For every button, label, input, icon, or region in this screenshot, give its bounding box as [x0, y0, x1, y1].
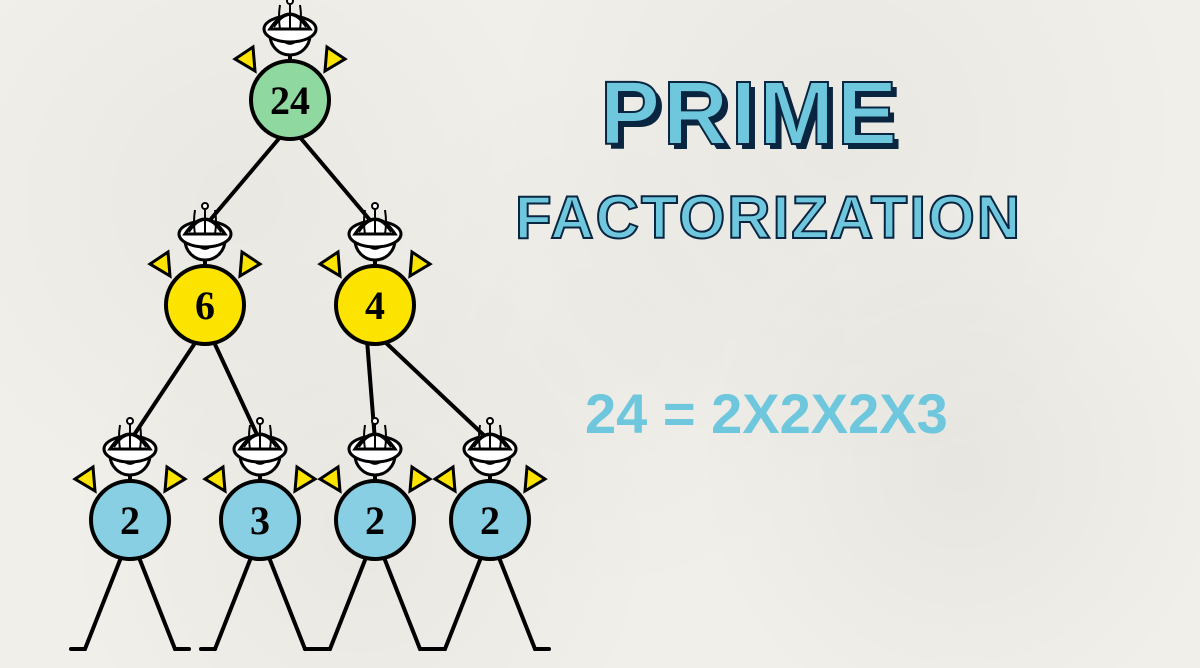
figure-label: 24 [270, 78, 310, 123]
figure-label: 6 [195, 283, 215, 328]
figure-n3: 3 [201, 418, 319, 649]
figure-label: 2 [365, 498, 385, 543]
figure-n2c: 2 [431, 418, 549, 649]
figure-label: 2 [480, 498, 500, 543]
figure-n2b: 2 [316, 418, 434, 649]
figure-n2a: 2 [71, 418, 189, 649]
title-factorization-text: FACTORiZATiON [515, 184, 1022, 251]
figure-label: 3 [250, 498, 270, 543]
title-factorization: FACTORiZATiON [515, 183, 1022, 252]
figure-n24: 24 [191, 0, 389, 226]
figure-n6: 6 [116, 203, 274, 441]
title-prime: PRiME PRiME [600, 63, 900, 166]
title-prime-text: PRiME [600, 64, 900, 164]
figure-label: 2 [120, 498, 140, 543]
figure-label: 4 [365, 283, 385, 328]
equation-text: 24 = 2X2X2X3 [585, 381, 948, 446]
figure-n4: 4 [320, 203, 504, 441]
equation-value: 24 = 2X2X2X3 [585, 382, 948, 445]
